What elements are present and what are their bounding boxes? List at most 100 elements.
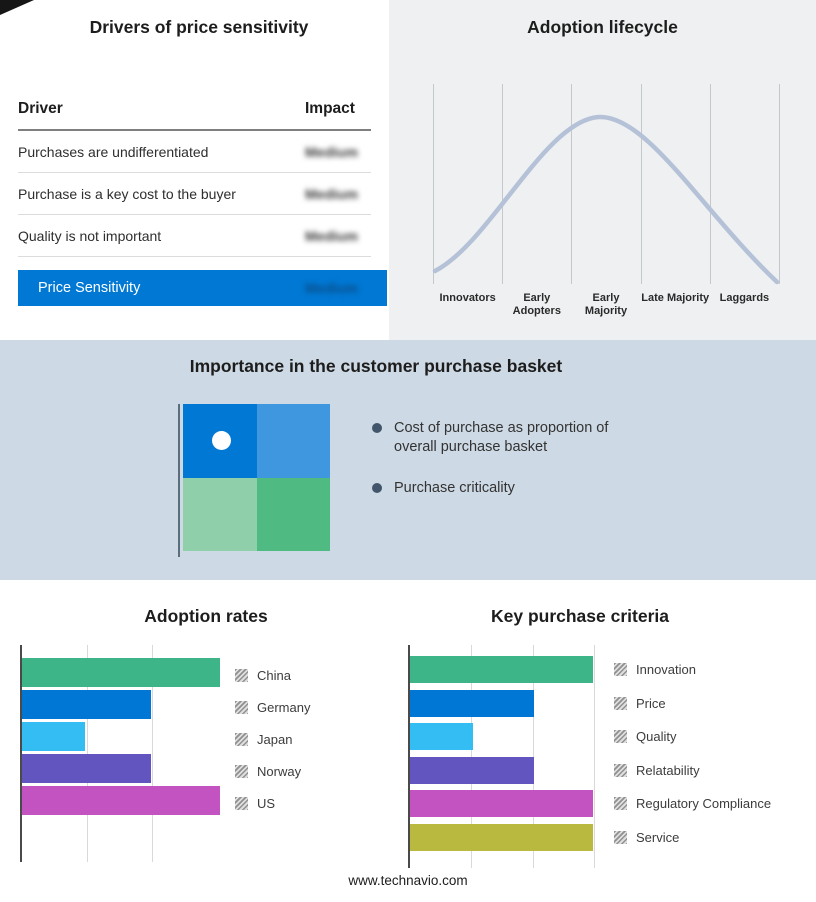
legend-swatch-icon — [614, 663, 627, 677]
bar-price — [410, 689, 534, 717]
quadrant-cell-top-left — [183, 404, 257, 478]
stage-label-innovators: Innovators — [439, 292, 496, 304]
price-sensitivity-impact-blurred: Medium — [305, 280, 358, 296]
key-purchase-criteria-plot — [408, 645, 608, 868]
lifecycle-title: Adoption lifecycle — [527, 17, 678, 37]
impact-column-header: Impact — [305, 100, 355, 117]
legend-swatch-icon — [235, 764, 248, 778]
legend-item-china: China — [235, 659, 310, 691]
bottom-section: Adoption rates Key purchase criteria Chi… — [0, 580, 816, 902]
bullet-item: Purchase criticality — [372, 479, 624, 498]
driver-column-header: Driver — [18, 100, 63, 117]
bar-relatability — [410, 756, 534, 784]
legend-swatch-icon — [614, 696, 627, 710]
bar-japan — [22, 722, 86, 751]
impact-cell-blurred: Medium — [305, 185, 358, 202]
legend-label: Quality — [636, 729, 677, 745]
adoption-lifecycle-chart — [432, 84, 780, 285]
legend-swatch-icon — [614, 830, 627, 844]
price-sensitivity-bar: Price Sensitivity Medium — [18, 270, 387, 306]
footer-url: www.technavio.com — [348, 873, 468, 888]
gridline — [594, 645, 596, 868]
quadrant-axis-line — [178, 404, 180, 557]
basket-title: Importance in the customer purchase bask… — [189, 356, 563, 376]
legend-label: Service — [636, 829, 680, 845]
drivers-title: Drivers of price sensitivity — [89, 17, 309, 37]
lifecycle-stage-labels: Innovators Early Adopters Early Majority… — [433, 292, 779, 318]
legend-swatch-icon — [235, 700, 248, 714]
legend-item-norway: Norway — [235, 755, 310, 787]
drivers-panel: Drivers of price sensitivity Driver Impa… — [0, 0, 387, 340]
legend-swatch-icon — [235, 668, 248, 682]
driver-cell: Purchase is a key cost to the buyer — [18, 185, 236, 202]
legend-item-regulatory-compliance: Regulatory Compliance — [614, 787, 771, 821]
table-row: Purchases are undifferentiated Medium — [18, 131, 371, 173]
section-divider-line — [640, 84, 642, 284]
driver-cell: Purchases are undifferentiated — [18, 143, 209, 160]
bar-germany — [22, 690, 151, 719]
legend-item-japan: Japan — [235, 723, 310, 755]
drivers-table: Driver Impact Purchases are undifferenti… — [18, 100, 387, 306]
legend-swatch-icon — [614, 797, 627, 811]
adoption-rates-chart: China Germany Japan Norway US — [20, 645, 310, 862]
impact-cell-blurred: Medium — [305, 227, 358, 244]
key-purchase-criteria-chart: Innovation Price Quality Relatability Regula… — [408, 645, 771, 868]
legend-item-price: Price — [614, 687, 771, 721]
quadrant-grid — [183, 404, 330, 551]
legend-label: Germany — [257, 699, 311, 715]
legend-swatch-icon — [235, 732, 248, 746]
bar-innovation — [410, 656, 594, 683]
bar-china — [22, 658, 220, 687]
legend-label: Regulatory Compliance — [636, 796, 772, 812]
legend-swatch-icon — [614, 730, 627, 744]
stage-label-early-majority: Early Majority — [584, 292, 628, 317]
basket-bullet-list: Cost of purchase as proportion of overal… — [372, 419, 624, 551]
bar-service — [410, 823, 594, 851]
bar-regulatory-compliance — [410, 790, 594, 817]
bar-norway — [22, 754, 151, 783]
legend-label: Japan — [257, 731, 293, 747]
drivers-table-header: Driver Impact — [18, 100, 371, 131]
legend-label: Norway — [257, 763, 302, 779]
stage-label-laggards: Laggards — [719, 292, 770, 304]
legend-label: China — [257, 667, 291, 683]
legend-item-quality: Quality — [614, 720, 771, 754]
position-dot-icon — [212, 431, 231, 450]
top-section: Drivers of price sensitivity Driver Impa… — [0, 0, 816, 340]
section-divider-line — [571, 84, 573, 284]
quadrant-cell-top-right — [256, 404, 330, 478]
driver-cell: Quality is not important — [18, 227, 162, 244]
table-row: Quality is not important Medium — [18, 215, 371, 257]
section-divider-line — [433, 84, 434, 284]
bullet-icon — [372, 423, 382, 433]
basket-content: Cost of purchase as proportion of overal… — [0, 404, 816, 557]
section-divider-line — [709, 84, 711, 284]
legend-swatch-icon — [614, 763, 627, 777]
price-sensitivity-label: Price Sensitivity — [38, 280, 141, 296]
quadrant-cell-bottom-left — [183, 477, 257, 551]
legend-item-innovation: Innovation — [614, 653, 771, 687]
adoption-rates-legend: China Germany Japan Norway US — [235, 645, 310, 819]
gridline — [87, 645, 89, 862]
purchase-basket-band: Importance in the customer purchase bask… — [0, 340, 816, 580]
bar-us — [22, 786, 220, 815]
bullet-text: Cost of purchase as proportion of overal… — [394, 420, 609, 456]
section-divider-line — [779, 84, 780, 284]
bar-quality — [410, 723, 474, 750]
legend-label: Innovation — [636, 662, 696, 678]
gridline — [151, 645, 153, 862]
stage-label-late-majority: Late Majority — [641, 292, 710, 304]
quadrant-cell-bottom-right — [256, 477, 330, 551]
adoption-rates-title: Adoption rates — [144, 606, 268, 626]
table-row: Purchase is a key cost to the buyer Medi… — [18, 173, 371, 215]
legend-swatch-icon — [235, 796, 248, 810]
quadrant-graphic — [178, 404, 330, 557]
adoption-rates-plot — [20, 645, 220, 862]
corner-fold-decoration — [0, 0, 34, 15]
legend-item-relatability: Relatability — [614, 754, 771, 788]
bullet-item: Cost of purchase as proportion of overal… — [372, 419, 624, 457]
legend-label: Relatability — [636, 762, 700, 778]
legend-item-service: Service — [614, 821, 771, 855]
bell-curve-icon — [432, 114, 780, 285]
